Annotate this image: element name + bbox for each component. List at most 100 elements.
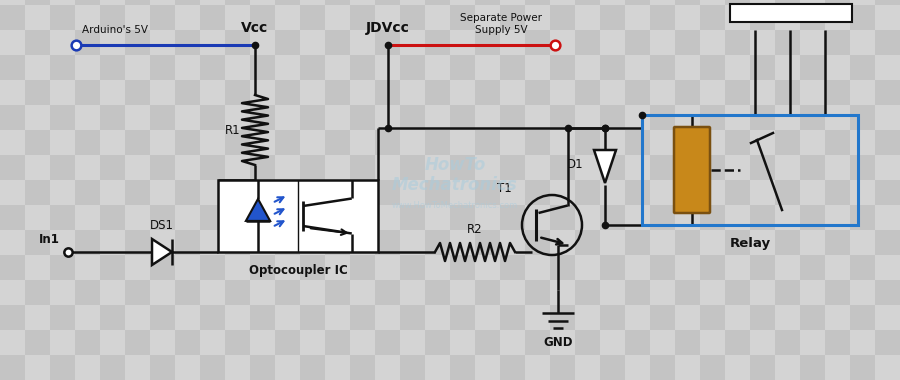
Bar [250,330,275,355]
Bar [275,105,300,130]
Bar [550,255,575,280]
Bar [450,205,475,230]
Bar [650,30,675,55]
Bar [550,5,575,30]
Bar [650,55,675,80]
Bar [725,280,750,305]
Bar [750,280,775,305]
Bar [700,0,725,5]
Bar [250,305,275,330]
Bar [475,230,500,255]
Bar [175,55,200,80]
Bar [725,130,750,155]
Bar [730,4,852,22]
Bar [325,55,350,80]
Bar [0,280,25,305]
Bar [725,0,750,5]
Bar [875,80,900,105]
Bar [100,280,125,305]
Bar [50,205,75,230]
Bar [50,255,75,280]
Bar [650,355,675,380]
Bar [650,5,675,30]
Bar [450,305,475,330]
Bar [250,0,275,5]
Bar [850,330,875,355]
Bar [350,30,375,55]
Bar [500,330,525,355]
Bar [850,5,875,30]
Bar [225,5,250,30]
Text: Relay: Relay [729,237,770,250]
Bar [575,155,600,180]
Bar [525,355,550,380]
Bar [525,180,550,205]
Bar [375,280,400,305]
Bar [375,305,400,330]
Bar [800,105,825,130]
Bar [75,0,100,5]
Bar [375,80,400,105]
Bar [400,0,425,5]
Bar [50,55,75,80]
Bar [375,330,400,355]
Bar [450,330,475,355]
Bar [400,180,425,205]
Bar [25,0,50,5]
Bar [300,80,325,105]
Bar [500,30,525,55]
Bar [675,80,700,105]
Bar [700,30,725,55]
Bar [150,130,175,155]
Bar [275,205,300,230]
Text: Vcc: Vcc [241,21,268,35]
Bar [0,5,25,30]
Bar [150,330,175,355]
Bar [600,130,625,155]
Bar [400,355,425,380]
Bar [725,30,750,55]
Text: NO COM NC: NO COM NC [758,8,824,18]
Bar [400,80,425,105]
Text: T1: T1 [497,182,512,195]
Bar [750,355,775,380]
Bar [475,0,500,5]
Bar [175,0,200,5]
Bar [300,230,325,255]
Bar [375,155,400,180]
Bar [825,105,850,130]
Bar [0,80,25,105]
Bar [25,280,50,305]
Bar [750,55,775,80]
Bar [525,155,550,180]
Bar [825,80,850,105]
Bar [700,230,725,255]
Bar [700,55,725,80]
Bar [400,5,425,30]
Bar [675,5,700,30]
Bar [325,105,350,130]
Bar [425,205,450,230]
Bar [125,80,150,105]
Bar [225,330,250,355]
Bar [850,0,875,5]
Bar [375,130,400,155]
Bar [550,355,575,380]
Bar [800,180,825,205]
Bar [700,80,725,105]
Bar [275,230,300,255]
Bar [175,255,200,280]
Bar [0,330,25,355]
Bar [525,30,550,55]
Bar [500,55,525,80]
Bar [575,305,600,330]
Bar [825,30,850,55]
Bar [25,205,50,230]
Bar [100,0,125,5]
Bar [125,355,150,380]
Bar [575,0,600,5]
Bar [800,130,825,155]
Bar [850,30,875,55]
Bar [200,180,225,205]
Bar [825,5,850,30]
